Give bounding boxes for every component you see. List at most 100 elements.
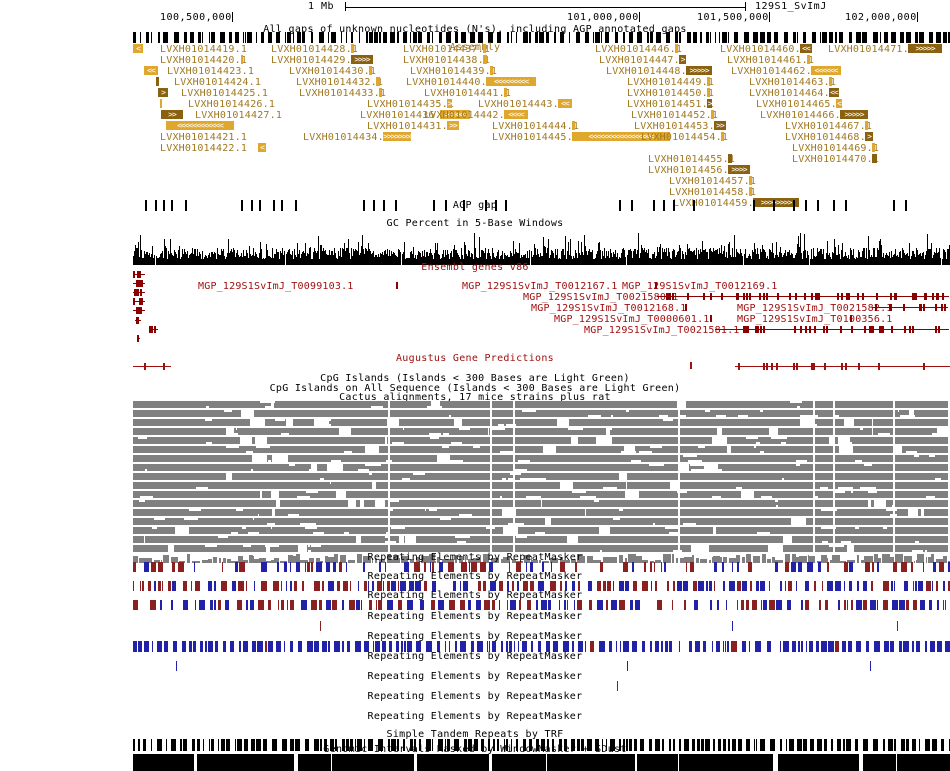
trf-track[interactable] <box>133 739 950 751</box>
cactus-alignment-row[interactable] <box>133 482 950 489</box>
ensembl-gene-label[interactable]: MGP_129S1SvImJ_T0021582.1 <box>737 303 893 314</box>
assembly-contig-label[interactable]: LVXH01014451.1 <box>627 99 715 110</box>
augustus-track[interactable] <box>0 362 950 374</box>
assembly-contig-label[interactable]: LVXH01014457.1 <box>669 176 757 187</box>
assembly-contig-block[interactable] <box>483 44 486 53</box>
cactus-alignment-row[interactable] <box>133 491 950 498</box>
assembly-contig-block[interactable] <box>675 44 678 53</box>
assembly-contig-block[interactable]: >> <box>161 110 183 119</box>
assembly-contig-label[interactable]: LVXH01014458.1 <box>669 187 757 198</box>
ensembl-gene-model[interactable] <box>872 303 948 312</box>
assembly-contig-block[interactable] <box>728 154 732 163</box>
ensembl-gene-label[interactable]: MGP_129S1SvImJ_T0012168.1 <box>531 303 687 314</box>
cactus-alignment-row[interactable] <box>133 401 950 408</box>
assembly-contig-label[interactable]: LVXH01014440.1 <box>406 77 494 88</box>
assembly-contig-label[interactable]: LVXH01014433.1 <box>299 88 387 99</box>
assembly-contig-block[interactable]: <<<<<<<<< <box>486 77 536 86</box>
assembly-contig-label[interactable]: LVXH01014437.1 <box>403 44 491 55</box>
cactus-alignment-row[interactable] <box>133 455 950 462</box>
assembly-contig-label[interactable]: LVXH01014426.1 <box>188 99 276 110</box>
assembly-contig-block[interactable] <box>572 121 575 130</box>
assembly-contig-block[interactable] <box>379 88 382 97</box>
assembly-contig-label[interactable]: LVXH01014459.1 <box>673 198 761 209</box>
assembly-contig-block[interactable] <box>872 143 875 152</box>
assembly-contig-block[interactable]: >> <box>447 121 459 130</box>
agp-gap-track[interactable] <box>133 200 950 212</box>
assembly-contig-label[interactable]: LVXH01014421.1 <box>160 132 248 143</box>
repeatmasker-row-4[interactable] <box>133 621 950 631</box>
cactus-alignment-row[interactable] <box>133 437 950 444</box>
ensembl-gene-model[interactable] <box>133 288 145 297</box>
assembly-contig-label[interactable]: LVXH01014441.1 <box>424 88 512 99</box>
assembly-contig-label[interactable]: LVXH01014462.1 <box>731 66 819 77</box>
assembly-contig-label[interactable]: LVXH01014446.1 <box>595 44 683 55</box>
assembly-contig-block[interactable] <box>711 110 714 119</box>
repeatmasker-row-8[interactable] <box>133 701 950 711</box>
assembly-contig-label[interactable]: LVXH01014456.1 <box>648 165 736 176</box>
assembly-contig-label[interactable]: LVXH01014442.1 <box>424 110 512 121</box>
assembly-contig-block[interactable]: > <box>865 132 873 141</box>
assembly-contig-label[interactable]: LVXH01014464.1 <box>749 88 837 99</box>
assembly-contig-block[interactable]: <<<<<< <box>440 110 470 119</box>
ensembl-genes-track[interactable]: MGP_129S1SvImJ_T0099103.1 MGP_129S1SvImJ_… <box>0 270 950 350</box>
assembly-contig-label[interactable]: LVXH01014427.1 <box>195 110 283 121</box>
ensembl-gene-model[interactable] <box>133 297 145 306</box>
assembly-contig-label[interactable]: LVXH01014469.1 <box>792 143 880 154</box>
ensembl-gene-model[interactable] <box>715 325 949 334</box>
assembly-contig-block[interactable] <box>504 88 507 97</box>
ensembl-gene-model[interactable] <box>133 306 145 315</box>
assembly-contig-label[interactable]: LVXH01014448.1 <box>606 66 694 77</box>
ngap-track[interactable] <box>133 32 950 43</box>
cactus-alignment-row[interactable] <box>133 428 950 435</box>
assembly-contig-block[interactable] <box>490 66 493 75</box>
assembly-contig-block[interactable] <box>872 154 877 163</box>
assembly-contig-block[interactable]: < <box>836 99 842 108</box>
assembly-contig-label[interactable]: LVXH01014470.1 <box>792 154 880 165</box>
assembly-contig-block[interactable] <box>829 77 832 86</box>
assembly-contig-label[interactable]: LVXH01014445.1 <box>492 132 580 143</box>
assembly-contig-block[interactable]: < <box>258 143 266 152</box>
assembly-contig-block[interactable]: <<<<<<<<<<<< <box>166 121 234 130</box>
assembly-contig-block[interactable]: >>>>> <box>686 66 712 75</box>
assembly-contig-label[interactable]: LVXH01014453.1 <box>634 121 722 132</box>
assembly-contig-block[interactable]: << <box>829 88 839 97</box>
assembly-contig-block[interactable]: << <box>558 99 572 108</box>
assembly-contig-label[interactable]: LVXH01014452.1 <box>631 110 719 121</box>
ensembl-gene-model[interactable] <box>133 279 145 288</box>
assembly-contig-block[interactable] <box>369 66 372 75</box>
ensembl-gene-label[interactable]: MGP_129S1SvImJ_T0012167.1 <box>462 281 618 292</box>
repeatmasker-row-3[interactable] <box>133 600 950 610</box>
ensembl-gene-label[interactable]: MGP_129S1SvImJ_T0000601.1 <box>554 314 710 325</box>
ensembl-gene-label[interactable]: MGP_129S1SvImJ_T0021580.1 <box>523 292 679 303</box>
assembly-contig-label[interactable]: LVXH01014444.1 <box>492 121 580 132</box>
cactus-alignment-row[interactable] <box>133 464 950 471</box>
assembly-contig-label[interactable]: LVXH01014424.1 <box>174 77 262 88</box>
assembly-contig-block[interactable] <box>707 88 710 97</box>
cactus-alignment-row[interactable] <box>133 410 950 417</box>
cactus-alignment-row[interactable] <box>133 446 950 453</box>
assembly-contig-block[interactable] <box>160 99 162 108</box>
assembly-contig-label[interactable]: LVXH01014428.1 <box>271 44 359 55</box>
assembly-contig-label[interactable]: LVXH01014463.1 <box>749 77 837 88</box>
assembly-contig-label[interactable]: LVXH01014425.1 <box>181 88 269 99</box>
ensembl-gene-model[interactable] <box>137 334 140 343</box>
assembly-contig-block[interactable]: >> <box>714 121 726 130</box>
ensembl-gene-label[interactable]: MGP_129S1SvImJ_T0099103.1 <box>198 281 354 292</box>
assembly-contig-label[interactable]: LVXH01014438.1 <box>403 55 491 66</box>
assembly-contig-block[interactable] <box>707 77 710 86</box>
cactus-alignment-row[interactable] <box>133 527 950 534</box>
assembly-contig-label[interactable]: LVXH01014430.1 <box>289 66 377 77</box>
assembly-contig-block[interactable] <box>807 55 810 64</box>
repeatmasker-row-6[interactable] <box>133 661 950 671</box>
assembly-contig-block[interactable]: >>>>> <box>908 44 942 53</box>
assembly-contig-block[interactable]: <<<< <box>504 110 528 119</box>
assembly-contig-label[interactable]: LVXH01014449.1 <box>627 77 715 88</box>
assembly-contig-block[interactable]: <<<<<<<<<<<<<<<<< <box>572 132 670 141</box>
cactus-alignment-row[interactable] <box>133 473 950 480</box>
assembly-contig-block[interactable] <box>156 77 159 86</box>
assembly-contig-label[interactable]: LVXH01014422.1 <box>160 143 248 154</box>
ensembl-gene-model[interactable] <box>135 316 141 325</box>
cactus-alignment-row[interactable] <box>133 500 950 507</box>
assembly-contig-label[interactable]: LVXH01014439.1 <box>410 66 498 77</box>
repeatmasker-row-2[interactable] <box>133 581 950 591</box>
